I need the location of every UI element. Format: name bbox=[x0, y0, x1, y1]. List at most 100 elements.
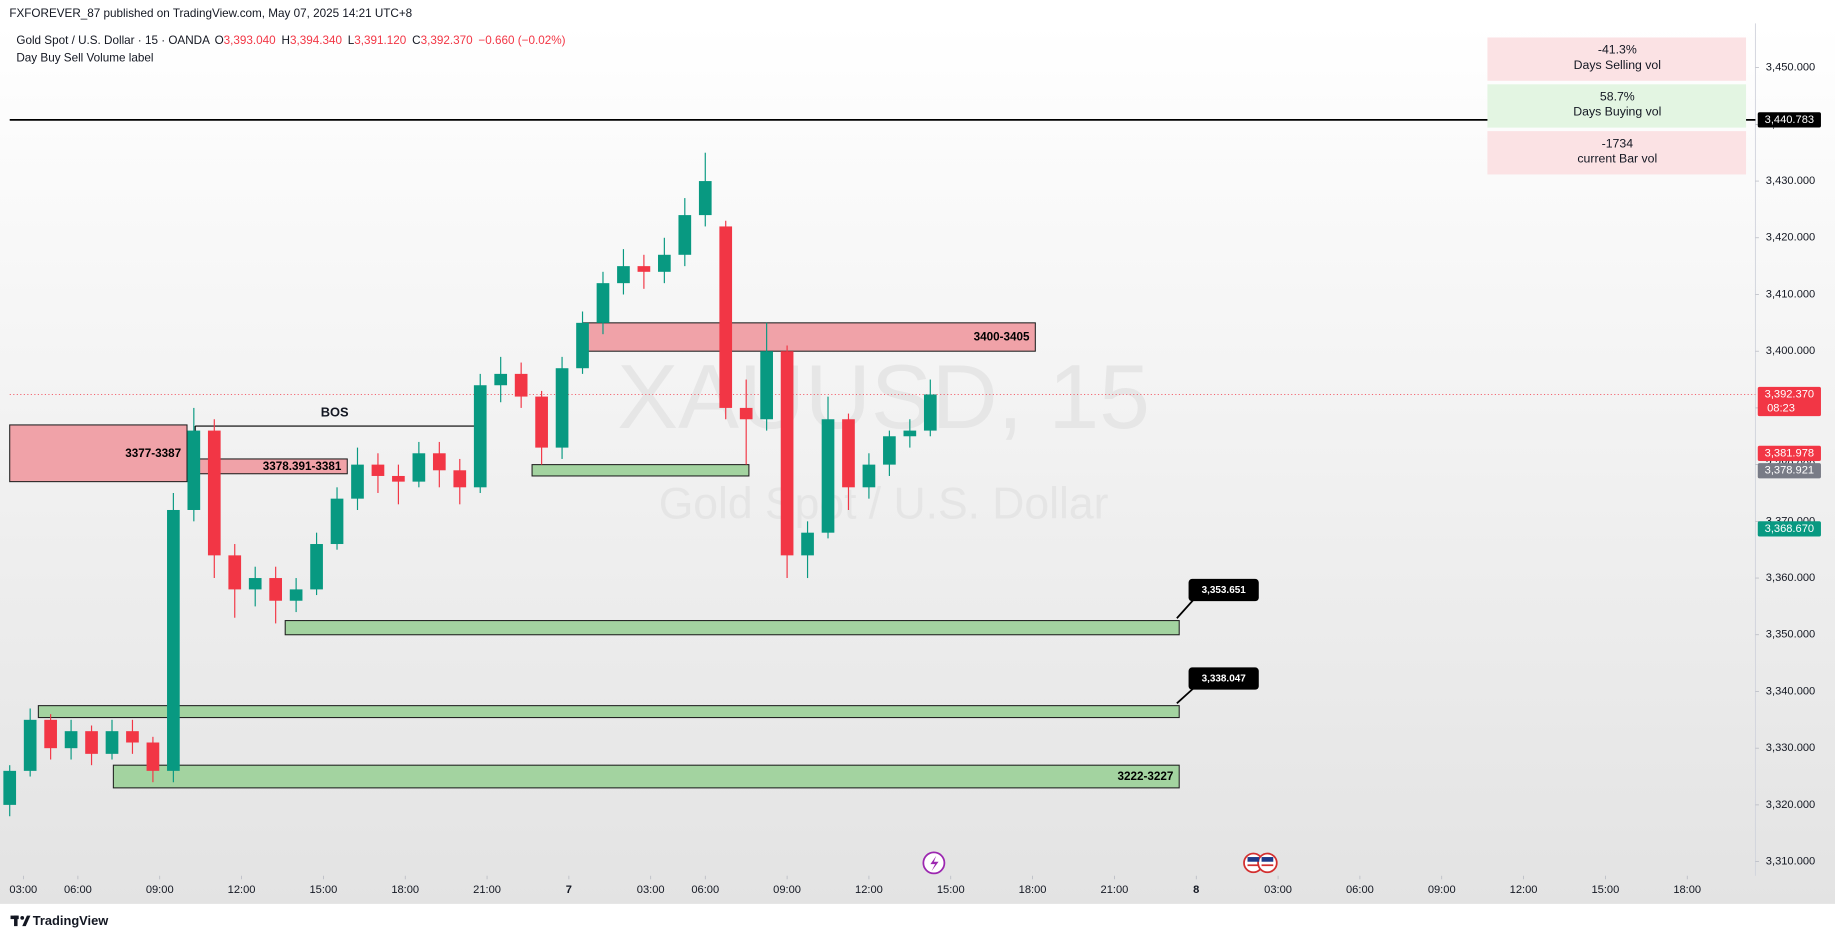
event-icon bbox=[1243, 852, 1278, 874]
plot-layer: 3,310.000 3,320.000 3,330.000 3,340.000 3,35… bbox=[3, 37, 1821, 896]
candle-body bbox=[23, 719, 37, 771]
y-tick-label: 3,340.000 bbox=[1766, 685, 1815, 697]
candle-body bbox=[351, 464, 364, 499]
x-tick-label: 06:00 bbox=[1346, 884, 1374, 896]
x-tick-label: 12:00 bbox=[855, 884, 883, 896]
y-tick-label: 3,310.000 bbox=[1766, 856, 1815, 868]
zone bbox=[37, 705, 1180, 719]
candle-body bbox=[637, 266, 651, 272]
callout-pointer bbox=[1176, 687, 1194, 704]
candle-body bbox=[698, 181, 712, 216]
candle-body bbox=[207, 430, 221, 556]
candle-body bbox=[801, 532, 814, 556]
candle-body bbox=[146, 742, 160, 771]
info-box bbox=[1487, 84, 1747, 128]
candle-body bbox=[862, 464, 876, 488]
symbol-title: Gold Spot / U.S. Dollar · 15 · OANDA bbox=[16, 34, 210, 47]
price-tag-label: 3,368.670 bbox=[1765, 523, 1814, 535]
candle-body bbox=[842, 419, 855, 488]
callout-pointer bbox=[1176, 599, 1194, 619]
price-tag bbox=[1757, 112, 1821, 128]
ohlc-value: 3,394.340 bbox=[290, 34, 342, 47]
ohlc-label: L bbox=[348, 34, 355, 47]
x-tick-label: 09:00 bbox=[146, 884, 174, 896]
candle-body bbox=[760, 351, 773, 420]
candle-body bbox=[85, 731, 98, 754]
candle-body bbox=[248, 578, 262, 590]
info-box bbox=[1487, 131, 1747, 175]
candle-body bbox=[903, 430, 917, 437]
x-tick-label: 21:00 bbox=[1101, 884, 1129, 896]
y-tick-label: 3,360.000 bbox=[1766, 572, 1815, 584]
zone-label: 3222-3227 bbox=[1117, 770, 1173, 783]
candle-body bbox=[105, 731, 119, 754]
candle-body bbox=[494, 373, 508, 386]
ohlc-label: O bbox=[215, 34, 224, 47]
callout-label: 3,353.651 bbox=[1202, 585, 1247, 596]
x-tick-label: 03:00 bbox=[9, 884, 37, 896]
ohlc-label: H bbox=[282, 34, 290, 47]
candle-body bbox=[780, 351, 794, 556]
x-tick-label: 7 bbox=[566, 884, 572, 896]
price-tag bbox=[1757, 386, 1821, 417]
zone-label: 3400-3405 bbox=[974, 331, 1030, 344]
x-tick-label: 06:00 bbox=[64, 884, 92, 896]
price-tag-label: 3,440.783 bbox=[1765, 114, 1814, 126]
indicator-name: Day Buy Sell Volume label bbox=[16, 52, 153, 65]
info-label: Days Buying vol bbox=[1573, 105, 1661, 119]
y-tick-label: 3,320.000 bbox=[1766, 799, 1815, 811]
symbol-legend: Gold Spot / U.S. Dollar · 15 · OANDA O 3,3… bbox=[16, 34, 565, 47]
info-label: current Bar vol bbox=[1577, 151, 1657, 165]
zone bbox=[9, 424, 188, 483]
candle-body bbox=[310, 544, 323, 590]
callout-box bbox=[1188, 667, 1259, 690]
publisher: FXFOREVER_87 published on TradingView.co… bbox=[9, 7, 412, 20]
candle-body bbox=[658, 254, 671, 272]
candle-body bbox=[371, 464, 385, 476]
candle-body bbox=[187, 430, 201, 510]
zone bbox=[284, 620, 1180, 636]
candle-body bbox=[453, 470, 467, 488]
watermark-symbol: XAUUSD, 15 bbox=[617, 346, 1150, 448]
info-box bbox=[1487, 37, 1747, 81]
price-tag-countdown: 08:23 bbox=[1767, 402, 1795, 414]
candle-body bbox=[269, 578, 283, 601]
x-tick-label: 18:00 bbox=[391, 884, 419, 896]
price-tag bbox=[1757, 445, 1821, 462]
price-tag-label: 3,381.978 bbox=[1765, 447, 1814, 459]
zone-label: 3377-3387 bbox=[125, 447, 181, 460]
candle-body bbox=[821, 419, 835, 533]
candle-body bbox=[535, 396, 548, 448]
x-tick-label: 18:00 bbox=[1673, 884, 1701, 896]
candle-body bbox=[719, 226, 733, 408]
callout-box bbox=[1188, 578, 1259, 602]
candle-body bbox=[392, 475, 405, 482]
candle-body bbox=[555, 368, 569, 448]
ohlc-label: C bbox=[412, 34, 420, 47]
x-tick-label: 15:00 bbox=[309, 884, 337, 896]
y-tick-label: 3,430.000 bbox=[1766, 175, 1815, 187]
price-tag-label: 3,378.921 bbox=[1765, 465, 1814, 477]
info-value: 58.7% bbox=[1600, 89, 1635, 103]
candle-body bbox=[514, 373, 528, 397]
candle-body bbox=[739, 407, 753, 420]
candle-body bbox=[596, 283, 610, 323]
candle-body bbox=[3, 770, 17, 805]
candle-body bbox=[64, 731, 78, 749]
ohlc-value: 3,392.370 bbox=[421, 34, 473, 47]
y-tick-label: 3,420.000 bbox=[1766, 232, 1815, 244]
candle-body bbox=[412, 453, 426, 482]
candle-body bbox=[883, 436, 896, 465]
y-tick-label: 3,410.000 bbox=[1766, 288, 1815, 300]
x-tick-label: 12:00 bbox=[228, 884, 256, 896]
candle-body bbox=[576, 322, 589, 369]
info-value: -41.3% bbox=[1598, 43, 1637, 57]
x-tick-label: 09:00 bbox=[773, 884, 801, 896]
candle-body bbox=[923, 394, 937, 431]
x-tick-label: 03:00 bbox=[637, 884, 665, 896]
candle-body bbox=[617, 266, 630, 284]
y-tick-label: 3,350.000 bbox=[1766, 629, 1815, 641]
candle-body bbox=[473, 385, 487, 488]
price-tag bbox=[1757, 521, 1821, 537]
